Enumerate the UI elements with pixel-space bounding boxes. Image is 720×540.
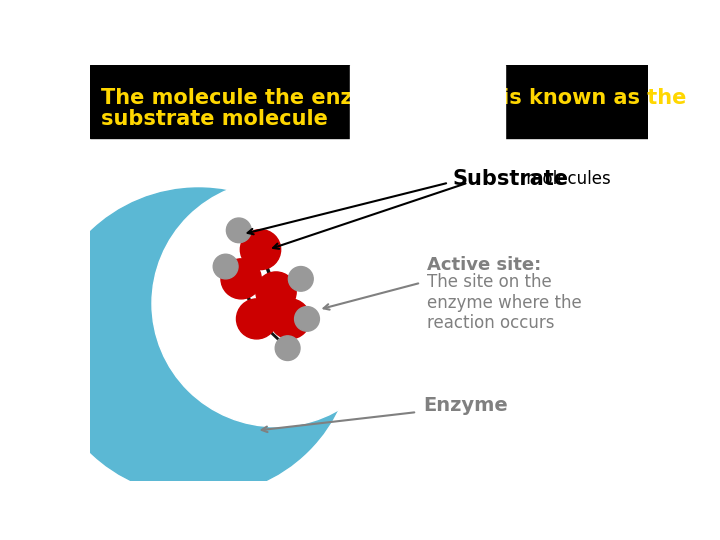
Circle shape: [152, 180, 400, 427]
Circle shape: [256, 272, 296, 312]
Bar: [350, 65, 505, 481]
Circle shape: [270, 299, 310, 339]
Text: The site on the
enzyme where the
reaction occurs: The site on the enzyme where the reactio…: [427, 273, 582, 332]
Circle shape: [240, 230, 281, 269]
Circle shape: [226, 218, 251, 242]
Text: The molecule the enzyme acts on is known as the: The molecule the enzyme acts on is known…: [101, 88, 686, 108]
Text: molecules: molecules: [521, 170, 611, 188]
Text: Active site:: Active site:: [427, 256, 541, 274]
Text: Enzyme: Enzyme: [423, 396, 508, 415]
Circle shape: [221, 259, 261, 299]
Text: Substrate: Substrate: [453, 169, 569, 189]
Circle shape: [289, 267, 313, 291]
Circle shape: [294, 307, 320, 331]
Circle shape: [43, 188, 354, 496]
Text: substrate molecule: substrate molecule: [101, 110, 328, 130]
Circle shape: [275, 336, 300, 361]
Circle shape: [236, 299, 276, 339]
Bar: [90, 65, 648, 138]
Circle shape: [213, 254, 238, 279]
